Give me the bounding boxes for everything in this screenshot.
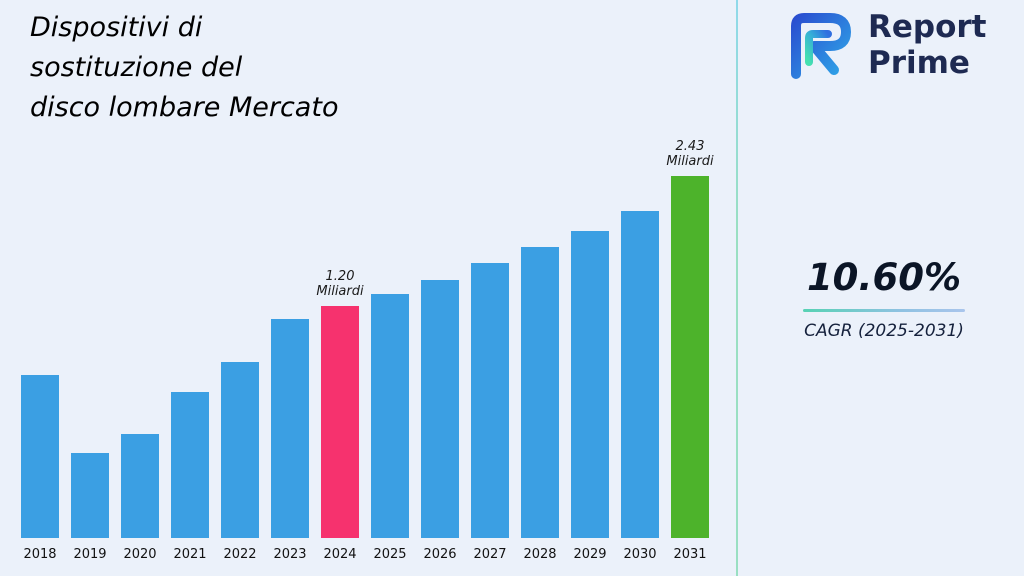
brand-name-line-2: Prime <box>868 45 970 81</box>
bar-2024 <box>321 306 359 538</box>
bar-2029 <box>571 231 609 538</box>
x-axis-label-2018: 2018 <box>23 547 57 562</box>
x-axis-label-2025: 2025 <box>373 547 407 562</box>
bar-2028 <box>521 247 559 538</box>
bar-column-2019: 2019 <box>65 126 115 562</box>
x-axis-label-2022: 2022 <box>223 547 257 562</box>
bar-column-2023: 2023 <box>265 126 315 562</box>
bar-column-2021: 2021 <box>165 126 215 562</box>
chart-title: Dispositivi di sostituzione del disco lo… <box>30 8 450 128</box>
brand-logo: Report Prime <box>778 8 987 82</box>
cagr-value: 10.60% <box>806 256 962 299</box>
bar-column-2027: 2027 <box>465 126 515 562</box>
bar-2027 <box>471 263 509 538</box>
bar-2025 <box>371 294 409 538</box>
brand-name-line-1: Report <box>868 9 987 45</box>
bar-column-2026: 2026 <box>415 126 465 562</box>
chart-title-line-1: Dispositivi di <box>30 12 203 43</box>
bar-2022 <box>221 362 259 538</box>
x-axis-label-2024: 2024 <box>323 547 357 562</box>
bar-2019 <box>71 453 109 538</box>
bar-column-2025: 2025 <box>365 126 415 562</box>
bar-column-2020: 2020 <box>115 126 165 562</box>
bar-column-2029: 2029 <box>565 126 615 562</box>
bar-column-2022: 2022 <box>215 126 265 562</box>
cagr-block: 10.60% CAGR (2025-2031) <box>768 256 1000 341</box>
cagr-underline <box>803 309 965 312</box>
bar-chart: 2018 2019 2020 2021 2022 2023 1.20 Miliardi 2024… <box>15 126 715 562</box>
chart-title-line-3: disco lombare Mercato <box>30 92 339 123</box>
x-axis-label-2030: 2030 <box>623 547 657 562</box>
bar-2031 <box>671 176 709 538</box>
bar-column-2030: 2030 <box>615 126 665 562</box>
cagr-label: CAGR (2025-2031) <box>804 321 964 341</box>
bar-column-2031: 2.43 Miliardi 2031 <box>665 126 715 562</box>
bar-value-label-2031: 2.43 Miliardi <box>666 139 714 169</box>
brand-name: Report Prime <box>868 9 987 81</box>
bar-2020 <box>121 434 159 538</box>
x-axis-label-2026: 2026 <box>423 547 457 562</box>
vertical-divider <box>736 0 738 576</box>
chart-title-line-2: sostituzione del <box>30 52 243 83</box>
x-axis-label-2028: 2028 <box>523 547 557 562</box>
bar-value-label-2024: 1.20 Miliardi <box>316 269 364 299</box>
bar-2018 <box>21 375 59 538</box>
x-axis-label-2021: 2021 <box>173 547 207 562</box>
x-axis-label-2023: 2023 <box>273 547 307 562</box>
bar-column-2024: 1.20 Miliardi 2024 <box>315 126 365 562</box>
x-axis-label-2029: 2029 <box>573 547 607 562</box>
x-axis-label-2031: 2031 <box>673 547 707 562</box>
bar-column-2018: 2018 <box>15 126 65 562</box>
bar-2021 <box>171 392 209 538</box>
x-axis-label-2027: 2027 <box>473 547 507 562</box>
bar-2023 <box>271 319 309 538</box>
report-prime-logo-icon <box>791 13 851 79</box>
x-axis-label-2020: 2020 <box>123 547 157 562</box>
bar-2030 <box>621 211 659 538</box>
bar-2026 <box>421 280 459 538</box>
bar-column-2028: 2028 <box>515 126 565 562</box>
x-axis-label-2019: 2019 <box>73 547 107 562</box>
